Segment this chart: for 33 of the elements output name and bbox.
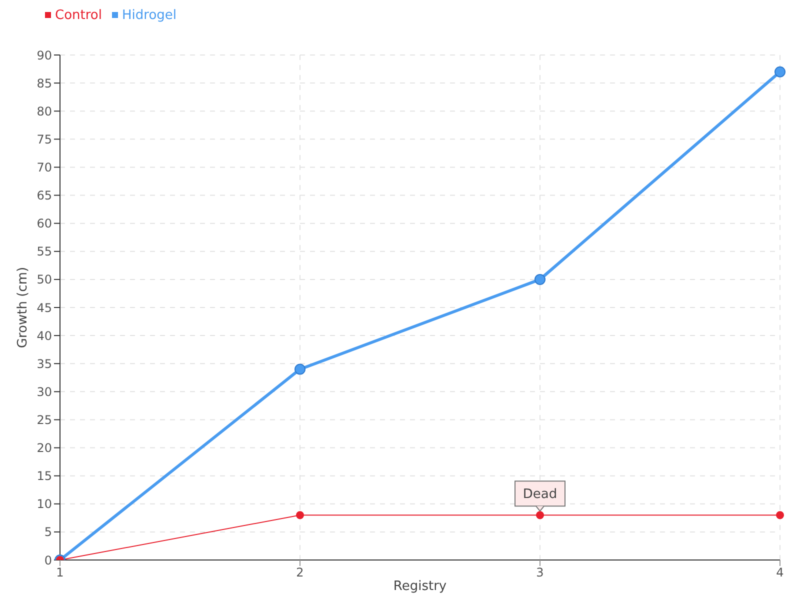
y-tick-label: 70 — [36, 160, 52, 174]
point — [776, 511, 784, 520]
x-tick-label: 2 — [296, 566, 304, 580]
y-tick-label: 80 — [36, 104, 52, 118]
y-tick-label: 15 — [36, 469, 52, 484]
y-tick-label: 50 — [36, 272, 52, 287]
y-tick-label: 30 — [36, 384, 52, 399]
y-tick-label: 55 — [36, 244, 52, 259]
legend-label: Hidrogel — [122, 8, 177, 23]
y-tick-label: 85 — [36, 76, 52, 90]
y-tick-label: 20 — [36, 441, 52, 456]
point — [774, 66, 786, 78]
y-tick-label: 45 — [36, 300, 52, 315]
y-tick-label: 10 — [36, 497, 52, 512]
y-tick-label: 25 — [36, 412, 52, 427]
y-tick-label: 5 — [44, 525, 52, 540]
y-tick-label: 65 — [36, 188, 52, 203]
x-tick-label: 4 — [776, 566, 784, 580]
y-tick-label: 90 — [36, 48, 52, 62]
legend-label: Control — [55, 8, 102, 23]
x-tick-label: 1 — [56, 566, 64, 580]
x-tick-label: 3 — [536, 566, 544, 580]
y-axis-title: Growth (cm) — [16, 266, 31, 348]
y-tick-label: 35 — [36, 356, 52, 371]
y-tick-label: 0 — [44, 553, 52, 568]
point — [534, 274, 546, 285]
y-tick-label: 60 — [36, 216, 52, 231]
annotation: Dead — [522, 487, 558, 502]
point — [296, 511, 304, 520]
point — [294, 364, 306, 375]
y-tick-label: 75 — [36, 132, 52, 146]
y-tick-label: 40 — [36, 328, 52, 343]
x-axis-title: Registry — [393, 579, 447, 594]
